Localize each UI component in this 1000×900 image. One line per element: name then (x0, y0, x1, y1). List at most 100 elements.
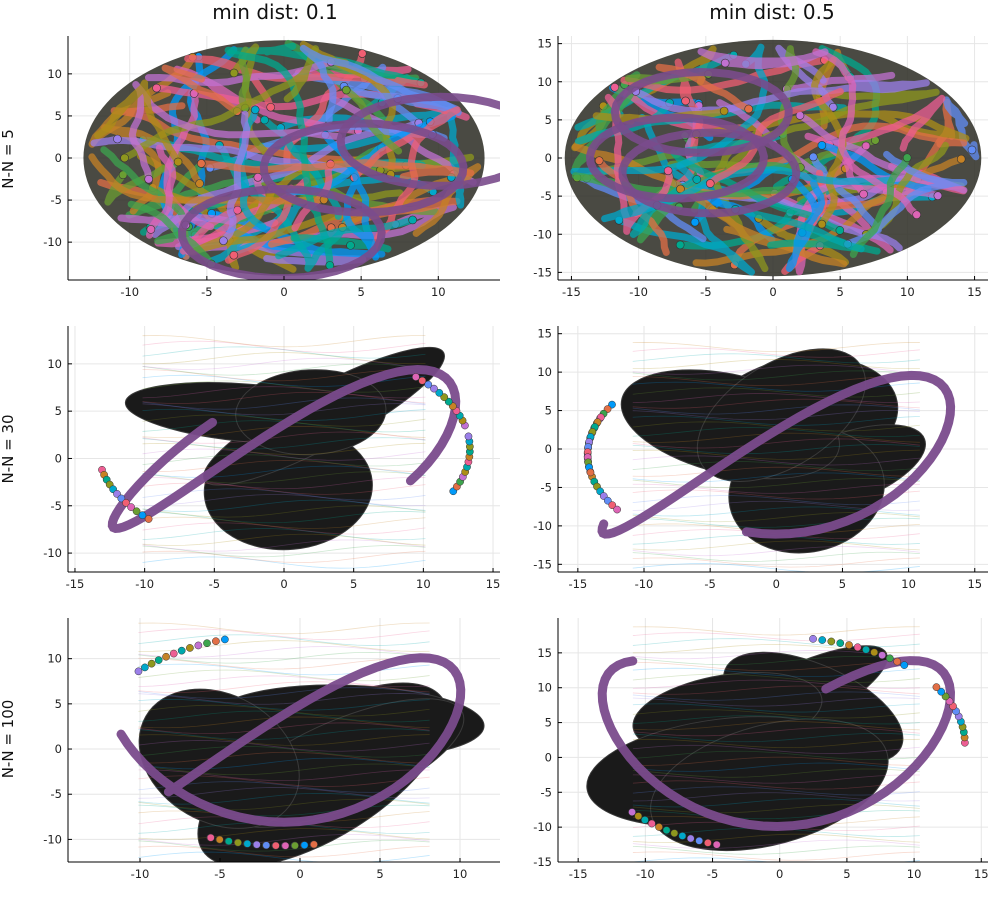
striation (632, 762, 920, 772)
x-tick-label: 5 (837, 285, 844, 299)
x-tick-label: 10 (900, 285, 915, 299)
striation (632, 750, 920, 760)
edge-point (252, 840, 261, 849)
strand-end-point (705, 179, 715, 188)
x-tick-label: 10 (907, 867, 922, 881)
striation (632, 697, 920, 707)
strand (785, 175, 826, 272)
striation (632, 685, 920, 695)
striation (632, 347, 920, 358)
striation (632, 472, 920, 483)
x-tick-label: 10 (431, 285, 446, 299)
strand-end-point (828, 102, 838, 112)
striation (632, 444, 920, 455)
strand-end-point (663, 166, 673, 176)
striation (138, 722, 430, 735)
striation (632, 387, 920, 398)
y-tick-label: 10 (537, 681, 552, 695)
striation (138, 628, 430, 641)
striation (142, 448, 426, 461)
striation (142, 477, 426, 490)
striation (632, 661, 920, 671)
y-tick-label: 0 (545, 151, 552, 165)
x-tick-label: 10 (453, 867, 468, 881)
edge-point (655, 823, 663, 831)
y-tick-label: 5 (545, 716, 552, 730)
striation (138, 839, 430, 852)
x-tick-label: -15 (66, 577, 85, 591)
strand-end-point (152, 83, 161, 93)
edge-point (169, 649, 178, 658)
y-tick-label: 0 (545, 750, 552, 764)
y-tick-label: -15 (533, 265, 552, 279)
striation (138, 728, 430, 740)
strand-end-point (817, 219, 827, 229)
y-tick-label: -5 (51, 193, 62, 207)
striation (142, 556, 426, 569)
column-title-min-dist-0-5: min dist: 0.5 (709, 0, 835, 24)
striation (142, 442, 426, 456)
edge-point (291, 841, 299, 850)
strand-end-point (250, 105, 260, 115)
striation (142, 363, 426, 376)
x-tick-label: 10 (901, 577, 916, 591)
strand-end-point (690, 217, 700, 227)
striation (142, 380, 426, 393)
striation (632, 786, 920, 796)
strand-end-point (357, 49, 367, 58)
striation (138, 763, 430, 776)
edge-point (862, 645, 870, 654)
striation (632, 551, 920, 562)
strand-end-point (681, 96, 690, 106)
accent-strand (610, 68, 793, 157)
strand (101, 124, 204, 215)
edge-point (127, 503, 135, 511)
striation (138, 687, 430, 699)
edge-point (141, 663, 149, 672)
y-tick-label: -5 (541, 785, 552, 799)
y-tick-label: 5 (55, 109, 62, 123)
y-tick-label: -5 (541, 480, 552, 494)
x-tick-label: 5 (376, 867, 383, 881)
edge-point (870, 648, 879, 657)
x-tick-label: 0 (769, 285, 776, 299)
strand-end-point (967, 145, 977, 155)
strand-end-point (692, 175, 702, 184)
striation (138, 693, 430, 705)
striation (142, 528, 426, 541)
striation (632, 638, 920, 648)
y-tick-label: -15 (533, 855, 552, 869)
striation (142, 357, 426, 370)
striation (138, 757, 430, 770)
x-tick-label: -5 (201, 285, 212, 299)
edge-point (310, 840, 318, 849)
strand (809, 153, 882, 234)
point-cloud (586, 626, 969, 862)
striation (632, 404, 920, 415)
point-cloud (564, 39, 982, 277)
striation (142, 403, 426, 416)
striation (632, 744, 920, 754)
striation (142, 516, 426, 529)
strand (697, 48, 829, 70)
edge-point (221, 635, 229, 644)
edge-point (215, 835, 224, 844)
x-tick-label: 0 (773, 577, 780, 591)
striation (632, 833, 920, 843)
strand-end-point (861, 141, 871, 151)
x-tick-label: 0 (280, 285, 287, 299)
striation (142, 386, 426, 399)
striation (138, 657, 430, 670)
striation (632, 626, 920, 636)
striation (632, 721, 920, 731)
y-tick-label: 5 (55, 697, 62, 711)
y-tick-label: 0 (545, 442, 552, 456)
edge-point (147, 659, 156, 668)
striation (142, 533, 426, 546)
striation (632, 455, 920, 466)
edge-point (418, 376, 427, 385)
striation (138, 751, 430, 764)
edge-point (712, 840, 721, 849)
y-tick-label: 15 (537, 37, 552, 51)
strand-end-point (229, 68, 239, 78)
